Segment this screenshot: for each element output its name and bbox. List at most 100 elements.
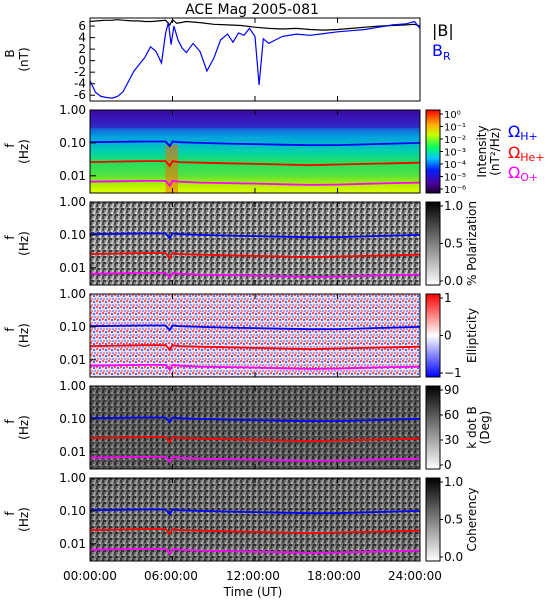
gyro-line-O [89,271,421,280]
legend-omega-He: ΩHe+ [508,143,545,164]
legend-omega-sub: H+ [520,130,538,143]
y-tick-label: 6 [78,19,86,33]
gyro-line-H [89,232,421,240]
colorbar-tick-label: 0 [444,458,452,472]
y-tick-label: -6 [74,88,86,102]
field-legend: |B| BR [432,21,454,63]
spectrogram-ellipticity [90,294,420,377]
colorbar-tick-label: 10⁻⁶ [444,185,466,196]
colorbar-tick-label: 10⁻² [444,135,466,146]
y-axis-label: f [3,419,17,424]
gyro-line-H [89,324,421,332]
y-tick-label: 0.10 [59,412,86,426]
colorbar-tick-label: 1.0 [444,475,463,489]
x-tick-label: 06:00:00 [144,569,198,583]
legend-omega-sub: O+ [520,171,538,184]
series-line-BR [89,20,421,99]
colorbar-tick-label: 0.0 [444,550,463,564]
x-tick-label: 24:00:00 [388,569,442,583]
colorbar-label: Coherency [465,487,479,551]
colorbar-tick-label: 0 [444,329,452,343]
colorbar-tick-label: 1 [444,291,452,305]
y-tick-label: 0.10 [59,228,86,242]
y-axis-label: f [3,235,17,240]
gyro-line-O [89,547,421,556]
y-axis-unit: (nT) [17,47,31,71]
y-axis-unit: (Hz) [17,415,31,440]
colorbar-tick-label: −1 [444,366,462,380]
y-axis-unit: (Hz) [17,507,31,532]
gyro-line-O [89,455,421,464]
x-tick-label: 12:00:00 [226,569,280,583]
colorbar-intensity [425,109,441,194]
y-tick-label: 0.10 [59,320,86,334]
legend-omega-symbol: Ω [508,163,520,182]
colorbar-tick-label: 0.5 [444,513,463,527]
x-tick-label: 00:00:00 [63,569,117,583]
gyro-line-He [89,528,421,536]
gyrofrequency-legend: ΩH+ΩHe+ΩO+ [508,122,545,184]
gyro-line-H [89,140,421,148]
colorbar-unit: (nT²/Hz) [488,127,502,175]
y-axis-label: f [3,511,17,516]
gyro-line-He [89,160,421,168]
gyro-line-H [89,508,421,516]
gyro-line-O [89,179,421,188]
colorbar-polarization [425,201,441,286]
colorbar-unit: (Deg) [478,411,492,445]
intensity-hotspot [165,144,178,193]
y-axis-unit: (Hz) [17,231,31,256]
y-axis-unit: (Hz) [17,323,31,348]
legend-omega-symbol: Ω [508,122,520,141]
y-tick-label: 0.01 [59,537,86,551]
colorbar-tick-label: 0.5 [444,237,463,251]
y-tick-label: 1.00 [59,103,86,117]
colorbar-tick-label: 10⁻¹ [444,123,466,134]
panel-polarization: f (Hz) 1.00 0.10 0.01 1.0 0.5 0.0% Polarization [3,195,479,288]
y-axis-label: f [3,327,17,332]
spectrogram-k-dot-b [90,386,420,469]
y-tick-label: 1.00 [59,287,86,301]
y-tick-label: 1.00 [59,195,86,209]
legend-b-r-main: B [432,41,443,60]
plot-area [90,18,420,101]
colorbar-label: k dot B [465,406,479,448]
y-tick-label: 4 [78,31,86,45]
colorbar-tick-label: 10⁻⁵ [444,173,466,184]
colorbar-tick-label: 10⁰ [444,110,461,121]
gyro-line-He [89,436,421,444]
x-axis-label: Time (UT) [223,585,283,599]
figure-title: ACE Mag 2005-081 [185,2,319,18]
y-tick-label: 0.01 [59,261,86,275]
colorbar-coherency [425,477,441,562]
gyro-line-He [89,344,421,352]
y-tick-label: -4 [74,77,86,91]
y-axis-label: f [3,143,17,148]
colorbar-tick-label: 30 [444,433,459,447]
legend-omega-sub: He+ [520,151,544,164]
colorbar-tick-label: 10⁻⁴ [444,160,466,171]
panel-intensity: f (Hz) 1.00 0.10 0.01 10⁰ 10⁻¹10⁻² 10⁻³10⁻⁴ 10⁻⁵… [3,103,502,196]
x-tick-label: 18:00:00 [307,569,361,583]
y-axis-unit: (Hz) [17,139,31,164]
panel-k-dot-b: f (Hz) 1.00 0.10 0.01 90 60 30 0 k dot B (Deg) [3,379,492,472]
colorbar-label: % Polarization [465,201,479,286]
spectrogram-coherency [90,478,420,561]
y-tick-label: 0 [78,54,86,68]
y-tick-label: 0.01 [59,169,86,183]
gyro-line-He [89,252,421,260]
colorbar-tick-label: 60 [444,408,459,422]
colorbar-tick-label: 10⁻³ [444,148,466,159]
legend-b-total: |B| [432,21,454,40]
legend-b-r: BR [432,41,451,63]
spectrogram-polarization [90,202,420,285]
colorbar-tick-label: 1.0 [444,199,463,213]
colorbar-label: Intensity [475,125,489,177]
gyro-line-H [89,416,421,424]
gyro-line-O [89,363,421,372]
colorbar-label: Ellipticity [465,308,479,363]
